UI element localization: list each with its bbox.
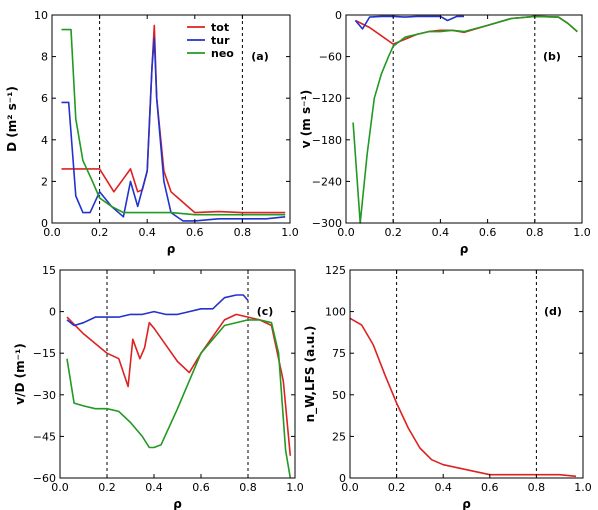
x-axis-label: ρ [167, 242, 176, 256]
x-tick-label: 0.8 [528, 481, 546, 494]
y-tick-label: 50 [332, 389, 346, 402]
y-tick-label: 0 [41, 217, 48, 230]
plot-frame [59, 269, 296, 479]
series-neo-line [352, 15, 578, 224]
x-tick-label: 0.2 [384, 226, 402, 239]
y-tick-label: 6 [41, 92, 48, 105]
y-tick-label: 0 [335, 9, 342, 22]
y-tick-label: −30 [33, 389, 56, 402]
series-tur-line [66, 294, 249, 327]
panel-b: 0.0 0.2 0.4 0.6 0.8 1.0 0 −60 −120 −180 −240 −300 ρ v… [299, 9, 591, 256]
series-neo-line [66, 319, 292, 479]
x-tick-label: 0.6 [481, 481, 499, 494]
x-tick-label: 0.4 [434, 481, 452, 494]
panel-c: 0.0 0.2 0.4 0.6 0.8 1.0 15 0 −15 −30 −45 −60 ρ v/D (m… [13, 264, 304, 510]
x-tick-label: 0.6 [186, 226, 204, 239]
y-axis-label: v (m s⁻¹) [299, 90, 313, 148]
panel-label: (c) [257, 305, 274, 318]
y-tick-label: −15 [33, 347, 56, 360]
y-tick-label: −240 [312, 175, 342, 188]
y-tick-label: −60 [319, 51, 342, 64]
y-tick-label: 0 [49, 306, 56, 319]
x-tick-label: 0.2 [98, 481, 116, 494]
y-tick-label: −120 [312, 92, 342, 105]
y-tick-label: 0 [339, 472, 346, 485]
x-axis-label: ρ [460, 242, 469, 256]
y-tick-label: 100 [325, 306, 346, 319]
x-tick-label: 1.0 [574, 481, 592, 494]
y-tick-label: 25 [332, 430, 346, 443]
series-tur-line [61, 37, 286, 222]
y-tick-label: 4 [41, 134, 48, 147]
y-tick-label: −60 [33, 472, 56, 485]
x-axis-label: ρ [173, 497, 182, 510]
x-tick-label: 0.2 [388, 481, 406, 494]
y-tick-label: 75 [332, 347, 346, 360]
legend-entry: neo [211, 47, 234, 60]
series-tot-line [349, 317, 577, 478]
panel-d: 0.0 0.2 0.4 0.6 0.8 1.0 0 25 50 75 100 125 ρ n_W,LFS … [303, 264, 592, 510]
plot-frame [345, 14, 583, 224]
panel-a: 0.0 0.2 0.4 0.6 0.8 1.0 0 2 4 6 8 10 ρ D (m² s⁻¹) (a) t… [5, 9, 299, 256]
y-axis-label: n_W,LFS (a.u.) [303, 326, 318, 423]
x-tick-label: 1.0 [286, 481, 304, 494]
y-tick-label: −180 [312, 134, 342, 147]
x-tick-label: 0.0 [43, 226, 61, 239]
x-tick-label: 0.6 [479, 226, 497, 239]
x-tick-label: 0.0 [51, 481, 69, 494]
x-tick-label: 0.4 [432, 226, 450, 239]
x-tick-label: 0.2 [91, 226, 109, 239]
series-tot-line [61, 24, 286, 214]
y-tick-label: 2 [41, 175, 48, 188]
series-neo-line [61, 28, 286, 216]
series-tur-line [354, 15, 464, 30]
x-tick-label: 0.0 [341, 481, 359, 494]
x-tick-label: 0.8 [239, 481, 257, 494]
plot-frame [51, 14, 291, 224]
x-tick-label: 0.4 [138, 226, 156, 239]
legend-entry: tur [211, 34, 230, 47]
y-axis-label: D (m² s⁻¹) [5, 86, 19, 152]
x-tick-label: 1.0 [281, 226, 299, 239]
x-tick-label: 0.4 [145, 481, 163, 494]
y-tick-label: 15 [42, 264, 56, 277]
panel-label: (a) [251, 50, 268, 63]
x-tick-label: 1.0 [573, 226, 591, 239]
x-tick-label: 0.8 [234, 226, 252, 239]
x-tick-label: 0.0 [337, 226, 355, 239]
plot-frame [349, 269, 584, 479]
series-tot-line [66, 313, 292, 456]
x-tick-label: 0.6 [192, 481, 210, 494]
y-tick-label: 8 [41, 51, 48, 64]
legend-entry: tot [211, 21, 229, 34]
y-tick-label: −45 [33, 430, 56, 443]
y-tick-label: −300 [312, 217, 342, 230]
y-tick-label: 10 [34, 9, 48, 22]
x-axis-label: ρ [462, 497, 471, 510]
y-axis-label: v/D (m⁻¹) [13, 343, 27, 404]
y-tick-label: 125 [325, 264, 346, 277]
panel-label: (d) [544, 305, 562, 318]
panel-label: (b) [543, 50, 561, 63]
x-tick-label: 0.8 [526, 226, 544, 239]
